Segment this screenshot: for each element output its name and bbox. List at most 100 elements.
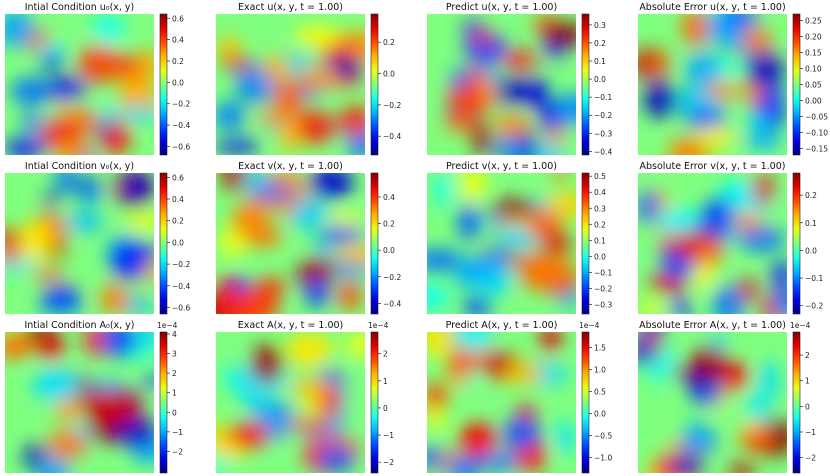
- field-blob: [552, 173, 569, 180]
- field-blob: [327, 212, 364, 227]
- colorbar-tick-label: −0.2: [172, 260, 190, 269]
- colorbar: [581, 172, 590, 315]
- field-blob: [759, 360, 779, 399]
- heatmap-field: [638, 332, 787, 473]
- field-blob: [502, 50, 538, 70]
- field-blob: [289, 52, 308, 76]
- colorbar: [792, 13, 801, 156]
- field-blob: [122, 105, 154, 122]
- field-blob: [685, 51, 724, 88]
- heatmap-field: [216, 332, 365, 473]
- colorbar-tick-label: 3: [172, 350, 177, 359]
- field-blob: [427, 332, 453, 358]
- field-blob: [435, 173, 452, 208]
- colorbar-tick-label: 0.2: [172, 57, 184, 66]
- colorbar-tick-label: −0.15: [805, 145, 828, 154]
- colorbar: [159, 13, 168, 156]
- heatmap-field: [216, 14, 365, 155]
- field-blob: [38, 300, 84, 314]
- colorbar-tick-label: −0.4: [172, 282, 190, 291]
- field-blob: [95, 120, 116, 136]
- field-blob: [39, 334, 65, 362]
- field-blob: [84, 332, 106, 357]
- colorbar-tick-label: 0.0: [383, 70, 395, 79]
- field-blob: [667, 136, 709, 155]
- colorbar-tick-label: −0.4: [594, 147, 612, 156]
- field-blob: [143, 373, 154, 388]
- field-blob: [503, 231, 538, 250]
- colorbar: [370, 13, 379, 156]
- colorbar-tick-label: −0.4: [383, 132, 401, 141]
- field-blob: [54, 173, 78, 193]
- field-blob: [427, 285, 449, 310]
- field-blob: [134, 48, 154, 82]
- colorbar-tick-label: 0.5: [594, 387, 606, 396]
- field-blob: [32, 267, 65, 280]
- field-blob: [65, 210, 103, 232]
- field-blob: [100, 332, 137, 358]
- field-blob: [294, 26, 342, 48]
- colorbar-tick-label: −0.6: [172, 142, 190, 151]
- field-blob: [555, 420, 575, 455]
- colorbar-tick-label: 0.00: [805, 97, 822, 106]
- field-blob: [638, 340, 657, 365]
- field-blob: [290, 197, 327, 231]
- field-blob: [706, 81, 740, 101]
- colorbar-tick-label: 0.4: [172, 195, 184, 204]
- colorbar: [792, 172, 801, 315]
- colorbar-multiplier: 1e−4: [157, 321, 178, 330]
- field-blob: [472, 30, 494, 44]
- colorbar-tick-label: 0.1: [594, 57, 606, 66]
- field-blob: [496, 214, 537, 227]
- field-blob: [78, 184, 104, 202]
- colorbar-tick-label: 0.0: [172, 78, 184, 87]
- colorbar: [159, 331, 168, 474]
- field-blob: [106, 54, 142, 79]
- field-blob: [520, 78, 550, 109]
- field-blob: [290, 109, 336, 144]
- field-blob: [684, 111, 727, 128]
- colorbar-tick-label: 1: [383, 377, 388, 386]
- colorbar-tick-label: −0.6: [172, 303, 190, 312]
- panel-title: Absolute Error u(x, y, t = 1.00): [639, 2, 785, 13]
- field-blob: [216, 101, 246, 131]
- colorbar: [370, 331, 379, 474]
- field-blob: [531, 256, 576, 294]
- colorbar-tick-label: −2: [383, 458, 394, 467]
- heatmap-field: [427, 332, 576, 473]
- field-blob: [471, 119, 490, 155]
- colorbar-tick-label: 0.4: [383, 193, 395, 202]
- field-blob: [262, 54, 289, 82]
- field-blob: [542, 233, 572, 256]
- field-blob: [114, 416, 154, 447]
- field-blob: [222, 173, 247, 192]
- field-blob: [502, 417, 541, 450]
- field-blob: [226, 422, 270, 450]
- colorbar-tick-label: −0.4: [172, 121, 190, 130]
- field-blob: [51, 138, 94, 155]
- colorbar-multiplier: 1e−4: [790, 321, 811, 330]
- colorbar-tick-label: 0.05: [805, 81, 822, 90]
- colorbar-tick-label: 0.10: [805, 64, 822, 73]
- field-blob: [120, 173, 153, 203]
- field-blob: [657, 208, 700, 236]
- field-blob: [696, 126, 736, 149]
- field-blob: [32, 367, 81, 403]
- field-blob: [745, 389, 771, 429]
- field-blob: [44, 242, 67, 256]
- colorbar: [792, 331, 801, 474]
- field-blob: [747, 50, 784, 90]
- colorbar-tick-label: 1.0: [594, 365, 606, 374]
- colorbar-tick-label: 0.1: [805, 219, 817, 228]
- colorbar-tick-label: 0.4: [594, 188, 606, 197]
- field-blob: [669, 297, 690, 314]
- colorbar-tick-label: 0.2: [383, 220, 395, 229]
- field-blob: [478, 451, 525, 472]
- field-blob: [681, 14, 709, 47]
- colorbar-tick-label: 1: [172, 389, 177, 398]
- field-blob: [337, 280, 362, 310]
- colorbar-tick-label: 1.5: [594, 343, 606, 352]
- colorbar-tick-label: 0: [172, 408, 177, 417]
- field-blob: [497, 139, 527, 155]
